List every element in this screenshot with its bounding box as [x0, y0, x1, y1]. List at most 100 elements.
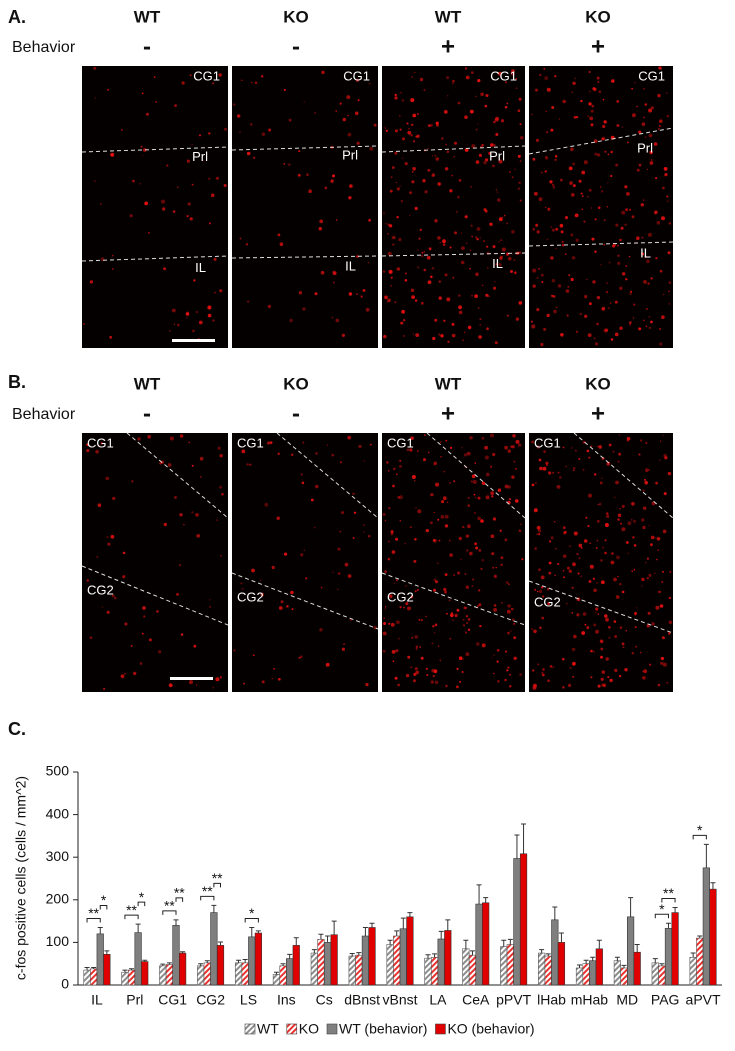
cell-signal: [283, 162, 286, 165]
cell-signal: [602, 98, 605, 101]
cell-signal: [239, 237, 242, 240]
cell-signal: [471, 295, 473, 297]
cell-signal: [433, 588, 436, 592]
cell-signal: [332, 271, 337, 276]
cell-signal: [208, 222, 212, 225]
cell-signal: [471, 235, 473, 238]
cell-signal: [622, 646, 625, 649]
cell-signal: [398, 114, 401, 117]
cell-signal: [452, 619, 454, 622]
cell-signal: [584, 295, 588, 299]
cell-signal: [246, 463, 249, 466]
cell-signal: [501, 216, 504, 219]
cell-signal: [533, 629, 537, 634]
cell-signal: [420, 301, 424, 305]
region-label: CG1: [343, 68, 370, 83]
cell-signal: [508, 170, 512, 174]
cell-signal: [403, 606, 405, 609]
cell-signal: [610, 560, 615, 565]
significance-bracket: [86, 917, 101, 923]
cell-signal: [407, 606, 411, 611]
cell-signal: [668, 281, 672, 284]
cell-signal: [533, 508, 538, 513]
cell-signal: [603, 219, 606, 222]
error-bar: [387, 939, 393, 945]
cell-signal: [507, 666, 510, 669]
micrograph: [529, 66, 673, 348]
cell-signal: [427, 147, 429, 150]
cell-signal: [625, 630, 627, 632]
error-bar: [198, 963, 204, 966]
cell-signal: [532, 157, 536, 161]
cell-signal: [398, 638, 400, 640]
x-tick-label: vBnst: [382, 992, 417, 1008]
cell-signal: [475, 95, 477, 98]
cell-signal: [394, 96, 398, 100]
cell-signal: [607, 675, 610, 679]
cell-signal: [553, 309, 557, 314]
cell-signal: [475, 160, 480, 164]
cell-signal: [433, 461, 437, 465]
cell-signal: [430, 275, 433, 279]
error-bar: [590, 956, 596, 961]
cell-signal: [427, 280, 432, 285]
cell-signal: [465, 631, 467, 634]
cell-signal: [411, 636, 414, 639]
cell-signal: [600, 677, 604, 681]
cell-signal: [668, 303, 671, 305]
cell-signal: [394, 151, 398, 155]
scale-bar: [170, 677, 213, 680]
cell-signal: [576, 613, 580, 617]
cell-signal: [320, 270, 325, 275]
cell-signal: [399, 606, 402, 609]
cell-signal: [465, 75, 470, 80]
error-bar: [293, 937, 299, 946]
cell-signal: [404, 272, 407, 275]
error-bar: [280, 963, 286, 966]
cell-signal: [646, 168, 649, 171]
cell-signal: [397, 496, 401, 499]
cell-signal: [411, 76, 413, 78]
region-label: CG2: [237, 589, 264, 604]
cell-signal: [520, 523, 522, 526]
cell-signal: [642, 199, 645, 201]
cell-signal: [542, 466, 547, 471]
x-tick-label: CG1: [158, 992, 187, 1008]
region-label: CG1: [193, 68, 220, 83]
cell-signal: [434, 623, 438, 627]
cell-signal: [597, 684, 601, 688]
bar: [393, 935, 401, 986]
cell-signal: [414, 299, 418, 302]
cell-signal: [159, 462, 162, 465]
cell-signal: [392, 660, 395, 663]
cell-signal: [278, 606, 283, 610]
error-bar: [438, 930, 444, 939]
cell-signal: [546, 464, 548, 467]
cell-signal: [545, 170, 547, 173]
cell-signal: [166, 164, 169, 167]
cell-signal: [561, 240, 564, 243]
cell-signal: [208, 132, 211, 135]
cell-signal: [631, 113, 636, 118]
cell-signal: [642, 319, 645, 322]
cell-signal: [382, 270, 386, 273]
cell-signal: [621, 210, 626, 215]
cell-signal: [491, 495, 494, 498]
cell-signal: [565, 465, 567, 468]
cell-signal: [399, 464, 402, 468]
region-label: CG2: [87, 582, 114, 597]
cell-signal: [144, 201, 149, 206]
cell-signal: [94, 180, 96, 182]
error-bar: [173, 919, 179, 926]
cell-signal: [554, 547, 557, 550]
bar: [399, 928, 407, 986]
cell-signal: [433, 511, 436, 514]
column-behavior: -: [143, 33, 151, 60]
cell-signal: [466, 451, 471, 456]
cell-signal: [666, 681, 669, 684]
cell-signal: [426, 255, 431, 260]
cell-signal: [628, 255, 631, 258]
cell-signal: [394, 129, 398, 133]
cell-signal: [615, 595, 620, 599]
cell-signal: [392, 243, 395, 246]
